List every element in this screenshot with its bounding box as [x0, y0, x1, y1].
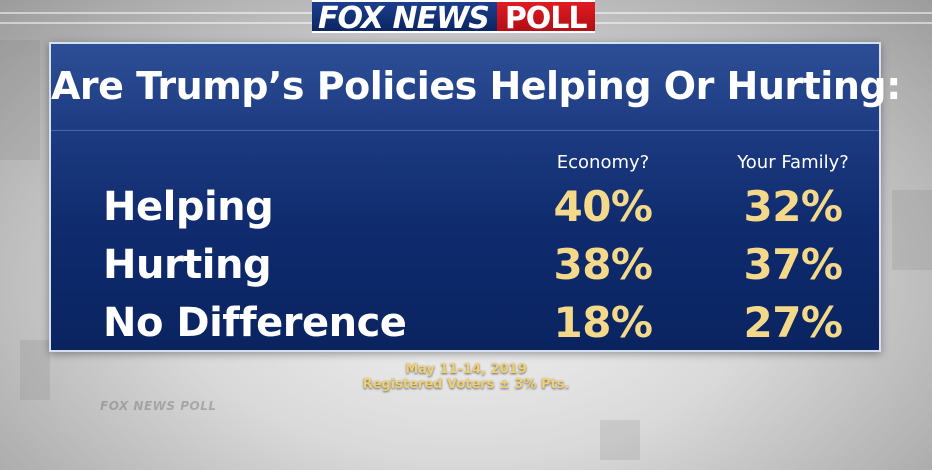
row-label-helping: Helping [103, 184, 274, 230]
row-label-hurting: Hurting [103, 242, 272, 288]
poll-date: May 11-14, 2019 [405, 362, 527, 377]
fox-news-logo-text: FOX NEWS [312, 0, 497, 35]
poll-sample-info: Registered Voters ± 3% Pts. [362, 377, 570, 392]
cell-helping-family: 32% [743, 182, 843, 231]
cell-no-difference-economy: 18% [553, 298, 653, 347]
background-block [892, 190, 932, 270]
cell-helping-economy: 40% [553, 182, 653, 231]
background-block [0, 40, 40, 160]
poll-question-title: Are Trump’s Policies Helping Or Hurting: [51, 64, 901, 108]
background-block [20, 340, 50, 400]
cell-no-difference-family: 27% [743, 298, 843, 347]
row-label-no-difference: No Difference [103, 300, 407, 346]
poll-results-panel: Are Trump’s Policies Helping Or Hurting:… [49, 42, 901, 352]
cell-hurting-economy: 38% [553, 240, 653, 289]
column-header-economy: Economy? [556, 152, 650, 173]
column-header-your-family: Your Family? [737, 152, 849, 173]
poll-logo-text: POLL [496, 0, 595, 35]
cell-hurting-family: 37% [743, 240, 843, 289]
fox-news-poll-logo: FOX NEWS POLL [312, 0, 595, 35]
background-fox-logo: FOX NEWS POLL [100, 399, 217, 413]
title-divider [51, 130, 879, 131]
background-block [600, 420, 640, 460]
